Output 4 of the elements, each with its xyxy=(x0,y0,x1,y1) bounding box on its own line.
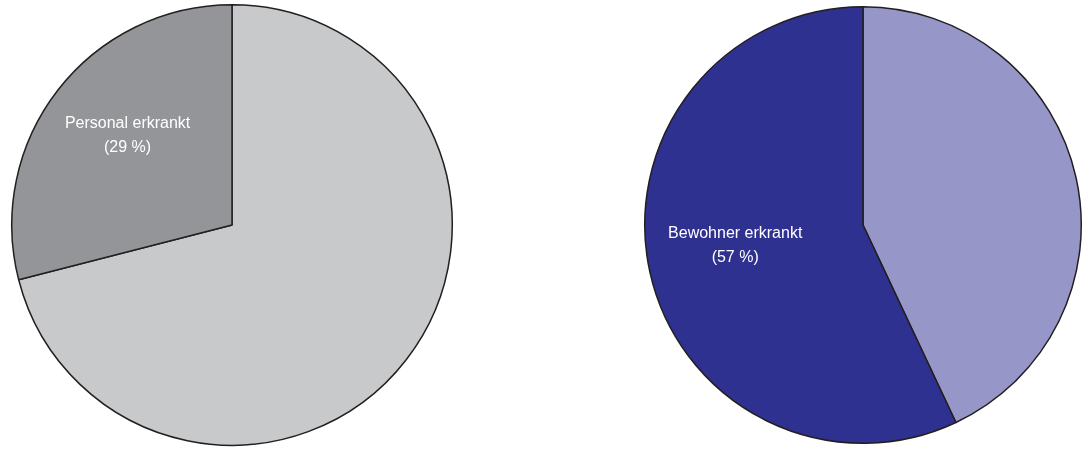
slice-label: Bewohner erkrankt xyxy=(668,223,803,241)
data-label: (57 %) xyxy=(711,247,759,265)
slice-label: Personal erkrankt xyxy=(64,114,191,132)
data-label: (29 %) xyxy=(104,138,152,156)
